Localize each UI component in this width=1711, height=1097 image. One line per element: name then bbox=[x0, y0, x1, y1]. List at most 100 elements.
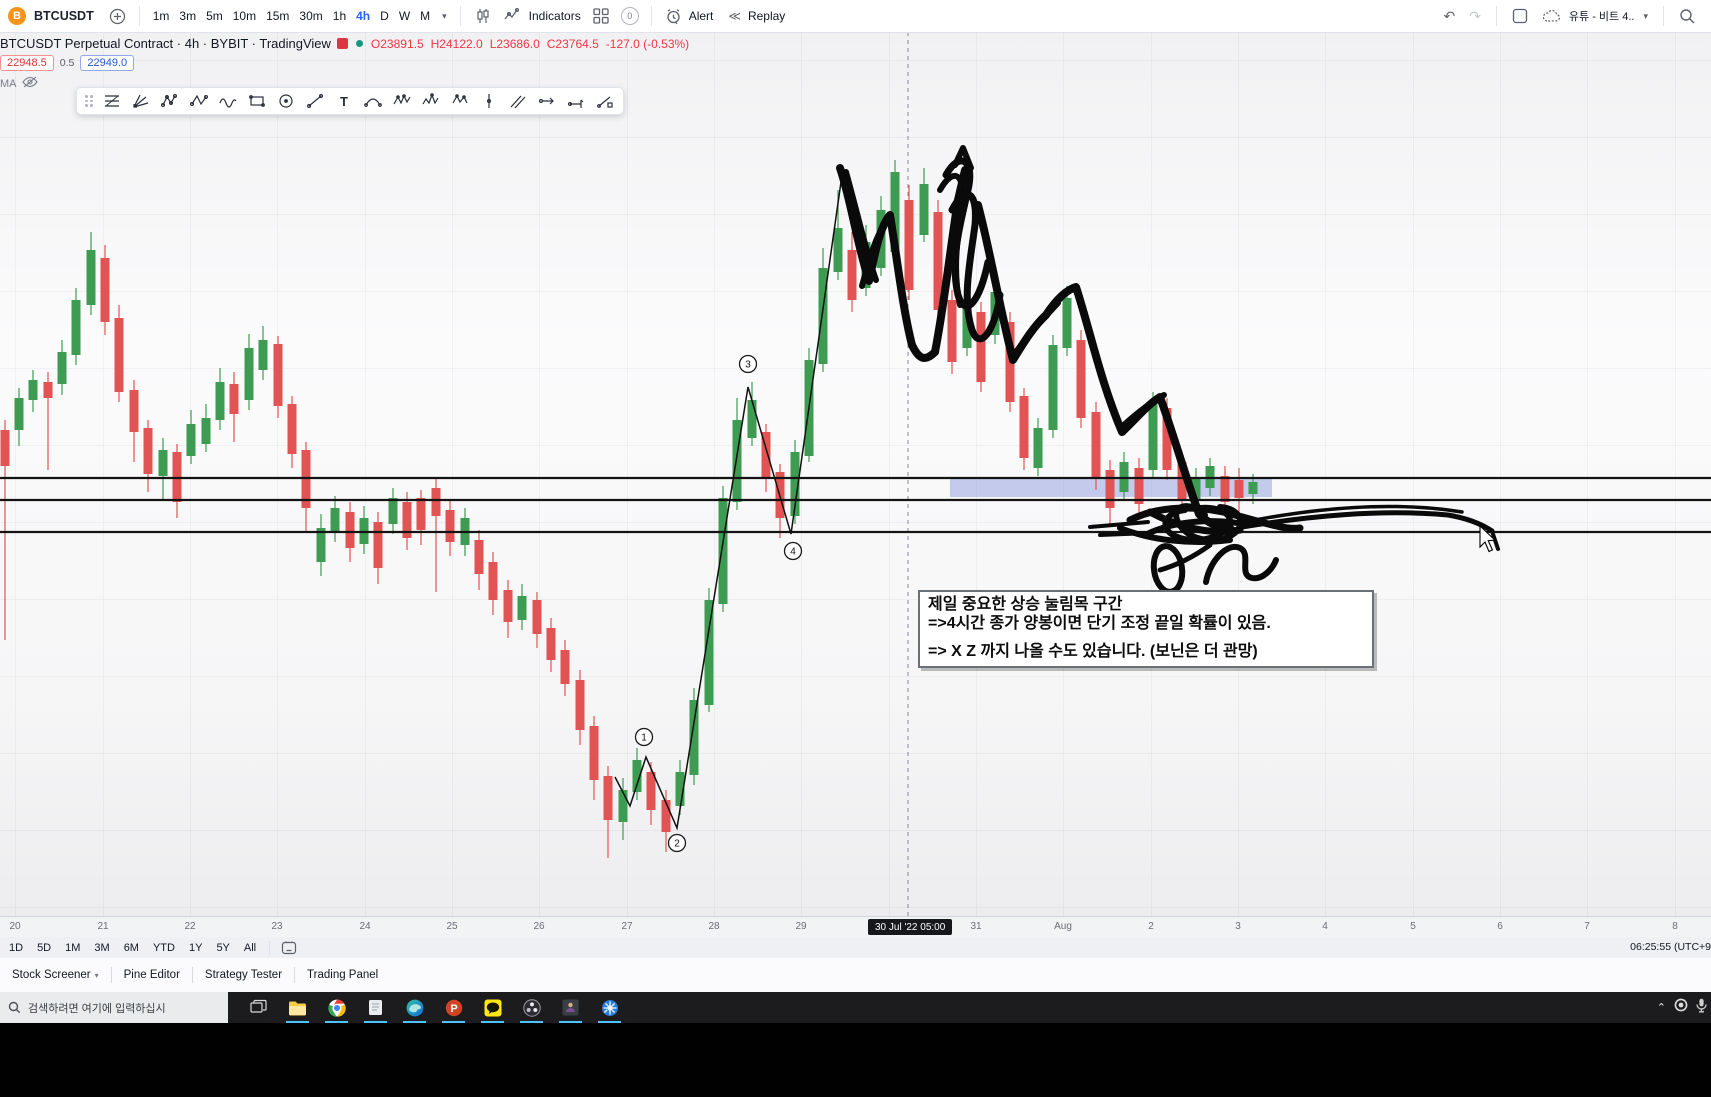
timeframe-button-5m[interactable]: 5m bbox=[206, 9, 223, 23]
chevron-down-icon[interactable]: ▾ bbox=[1643, 10, 1648, 21]
range-button-5y[interactable]: 5Y bbox=[216, 941, 230, 954]
vertical-line-tool-icon[interactable] bbox=[474, 89, 503, 113]
drag-handle[interactable] bbox=[85, 95, 93, 107]
bid-price-tag[interactable]: 22948.5 bbox=[0, 55, 54, 71]
head-shoulders-pattern-tool-icon[interactable] bbox=[416, 89, 445, 113]
rectangle-tool-icon[interactable] bbox=[242, 89, 271, 113]
kakaotalk-icon[interactable] bbox=[480, 992, 505, 1023]
flag-icon[interactable] bbox=[336, 38, 348, 49]
taskbar-search-box[interactable]: 검색하려면 여기에 입력하십시 bbox=[0, 992, 228, 1023]
screen-letterbox bbox=[0, 1023, 1711, 1097]
range-button-1d[interactable]: 1D bbox=[9, 941, 24, 954]
range-button-ytd[interactable]: YTD bbox=[152, 941, 175, 954]
powerpoint-icon[interactable]: P bbox=[441, 992, 466, 1023]
parallel-channel-tool-icon[interactable] bbox=[503, 89, 532, 113]
trend-line-tool-icon[interactable] bbox=[300, 89, 329, 113]
candle-style-icon[interactable] bbox=[469, 4, 497, 28]
drawing-toolbar[interactable]: T bbox=[76, 87, 624, 115]
indicators-button[interactable]: Indicators bbox=[528, 9, 581, 23]
timeframe-button-M[interactable]: M bbox=[420, 9, 431, 23]
indicators-icon[interactable] bbox=[499, 4, 527, 28]
xabcd-pattern-tool-icon[interactable] bbox=[155, 89, 184, 113]
panel-layout-icon[interactable] bbox=[1507, 4, 1533, 28]
range-button-3m[interactable]: 3M bbox=[94, 941, 110, 954]
abcd-pattern-tool-icon[interactable] bbox=[184, 89, 213, 113]
task-view-icon[interactable] bbox=[246, 992, 271, 1023]
timeframe-button-D[interactable]: D bbox=[380, 9, 389, 23]
hidden-icons-chevron-icon[interactable]: ⌃ bbox=[1656, 1002, 1666, 1014]
annotation-note-box[interactable]: 제일 중요한 상승 눌림목 구간 =>4시간 종가 양봉이면 단기 조정 끝일 … bbox=[918, 590, 1374, 668]
tab-stock-screener[interactable]: Stock Screener ▾ bbox=[12, 969, 99, 981]
server-clock[interactable]: 06:25:55 (UTC+9 bbox=[1630, 941, 1711, 953]
fib-retracement-tool-icon[interactable] bbox=[97, 89, 126, 113]
tab-trading-panel[interactable]: Trading Panel bbox=[307, 969, 379, 981]
obs-icon[interactable] bbox=[519, 992, 544, 1023]
curve-tool-icon[interactable] bbox=[358, 89, 387, 113]
date-label: 31 bbox=[970, 921, 982, 932]
timeframe-button-1h[interactable]: 1h bbox=[332, 9, 347, 23]
fib-fan-tool-icon[interactable] bbox=[126, 89, 155, 113]
range-button-1y[interactable]: 1Y bbox=[188, 941, 203, 954]
date-label: 26 bbox=[533, 921, 545, 932]
timeframe-button-4h[interactable]: 4h bbox=[356, 9, 371, 23]
chevron-down-icon[interactable]: ▾ bbox=[442, 10, 447, 21]
redo-icon[interactable]: ↷ bbox=[1469, 7, 1481, 24]
range-button-6m[interactable]: 6M bbox=[123, 941, 139, 954]
ray-tool-icon[interactable] bbox=[532, 89, 561, 113]
crosshair-date-tooltip: 30 Jul '22 05:00 bbox=[868, 919, 953, 935]
range-button-5d[interactable]: 5D bbox=[37, 941, 52, 954]
tab-pine-editor[interactable]: Pine Editor bbox=[123, 969, 180, 981]
date-label: 4 bbox=[1322, 921, 1328, 932]
fib-circle-tool-icon[interactable] bbox=[271, 89, 300, 113]
text-tool-icon[interactable]: T bbox=[329, 89, 358, 113]
three-drives-pattern-tool-icon[interactable] bbox=[387, 89, 416, 113]
notepad-icon[interactable] bbox=[363, 992, 388, 1023]
cypher-pattern-tool-icon[interactable] bbox=[445, 89, 474, 113]
eye-hidden-icon[interactable] bbox=[21, 76, 38, 91]
photo-viewer-icon[interactable] bbox=[558, 992, 583, 1023]
timeframe-button-W[interactable]: W bbox=[398, 9, 411, 23]
microphone-icon[interactable] bbox=[1696, 998, 1707, 1018]
cloud-save-icon[interactable] bbox=[1537, 4, 1565, 28]
alert-clock-icon[interactable] bbox=[660, 4, 687, 28]
trend-angle-tool-icon[interactable] bbox=[590, 89, 619, 113]
timeframe-button-3m[interactable]: 3m bbox=[179, 9, 197, 23]
ask-price-tag[interactable]: 22949.0 bbox=[80, 55, 135, 71]
note-line-2: =>4시간 종가 양봉이면 단기 조정 끝일 확률이 있음. bbox=[928, 615, 1271, 632]
multichart-layout-icon[interactable] bbox=[587, 4, 615, 28]
date-label: 29 bbox=[795, 921, 807, 932]
date-label: 2 bbox=[1148, 921, 1154, 932]
compare-add-icon[interactable] bbox=[104, 4, 131, 28]
range-button-1m[interactable]: 1M bbox=[65, 941, 81, 954]
record-indicator-icon[interactable] bbox=[1674, 998, 1688, 1017]
alert-button[interactable]: Alert bbox=[688, 9, 714, 23]
ma-indicator-label[interactable]: MA bbox=[0, 77, 17, 90]
wave-label-number: 2 bbox=[674, 839, 680, 850]
horizontal-ray-tool-icon[interactable] bbox=[561, 89, 590, 113]
symbol-button[interactable]: BTCUSDT bbox=[34, 9, 94, 23]
layout-name-button[interactable]: 유튜 - 비트 4.. bbox=[1568, 11, 1635, 23]
range-button-all[interactable]: All bbox=[243, 941, 257, 954]
file-explorer-icon[interactable] bbox=[285, 992, 310, 1023]
timeframe-button-10m[interactable]: 10m bbox=[232, 9, 257, 23]
undo-icon[interactable]: ↶ bbox=[1443, 7, 1456, 24]
edge-icon[interactable] bbox=[402, 992, 427, 1023]
chrome-icon[interactable] bbox=[324, 992, 349, 1023]
date-label: Aug bbox=[1054, 921, 1072, 932]
replay-button[interactable]: Replay bbox=[747, 9, 786, 23]
tab-strategy-tester[interactable]: Strategy Tester bbox=[204, 969, 283, 981]
price-chart[interactable]: 1 2 3 4 bbox=[0, 0, 1711, 916]
replay-icon[interactable]: ≪ bbox=[728, 9, 741, 23]
go-to-date-icon[interactable] bbox=[276, 936, 302, 960]
blue-utility-icon[interactable] bbox=[597, 992, 622, 1023]
active-drawings-badge[interactable]: 0 bbox=[620, 7, 639, 25]
date-label: 20 bbox=[9, 921, 21, 932]
bottom-panel-tabs: Stock Screener ▾ Pine Editor Strategy Teste… bbox=[0, 958, 1711, 992]
timeframe-button-1m[interactable]: 1m bbox=[152, 9, 170, 23]
time-axis[interactable]: 20 21 22 23 24 25 26 27 28 29 31 Aug 2 3 4 5 6 7 8 30 Jul … bbox=[0, 916, 1711, 939]
chart-title[interactable]: BTCUSDT Perpetual Contract · 4h · BYBIT … bbox=[0, 36, 331, 51]
elliott-wave-tool-icon[interactable] bbox=[213, 89, 242, 113]
timeframe-button-15m[interactable]: 15m bbox=[266, 9, 290, 23]
search-icon[interactable] bbox=[1674, 4, 1701, 28]
timeframe-button-30m[interactable]: 30m bbox=[299, 9, 323, 23]
